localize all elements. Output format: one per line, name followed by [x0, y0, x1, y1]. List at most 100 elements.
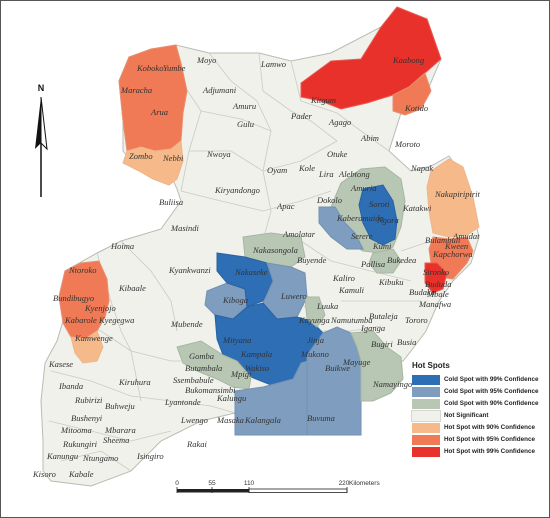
- district-label: Kiryandongo: [214, 185, 260, 195]
- district-label: Mayuge: [342, 357, 371, 367]
- district-label: Kyegegwa: [98, 315, 134, 325]
- district-label: Nakapiripirit: [434, 189, 481, 199]
- district-label: Koboko: [136, 63, 163, 73]
- district-label: Bukedea: [387, 255, 416, 265]
- district-label: Kamwenge: [74, 333, 113, 343]
- district-label: Rukungiri: [62, 439, 98, 449]
- scale-unit: Kilometers: [349, 480, 380, 487]
- district-label: Kasese: [48, 359, 73, 369]
- district-label: Kotido: [404, 103, 428, 113]
- coldspot-90-kayunga: [304, 296, 326, 328]
- district-label: Moroto: [394, 139, 420, 149]
- legend-swatch: [412, 435, 440, 445]
- district-label: Alebtong: [338, 169, 370, 179]
- district-label: Pallisa: [360, 259, 385, 269]
- north-arrow-icon: [35, 97, 41, 149]
- district-label: Adjumani: [202, 85, 237, 95]
- district-label: Zombo: [129, 151, 153, 161]
- district-label: Sironko: [423, 267, 449, 277]
- hotspot-99-sironko-bududa: [424, 262, 448, 294]
- district-label: Tororo: [405, 315, 428, 325]
- district-label: Arua: [150, 107, 168, 117]
- district-label: Soroti: [369, 199, 390, 209]
- district-label: Kalangala: [244, 415, 281, 425]
- district-label: Kampala: [240, 349, 272, 359]
- district-label: Kyankwanzi: [168, 265, 211, 275]
- district-label: Buliisa: [159, 197, 183, 207]
- legend-label: Not Significant: [444, 412, 489, 420]
- district-label: Rubirizi: [74, 395, 103, 405]
- district-label: Otuke: [327, 149, 348, 159]
- district-label: Kisoro: [32, 469, 56, 479]
- district-label: Dokolo: [316, 195, 342, 205]
- hotspot-90-zombo-nebbi: [122, 140, 184, 186]
- district-label: Kole: [298, 163, 315, 173]
- district-label: Kyenjojo: [84, 303, 116, 313]
- district-label: Kanungu: [46, 451, 78, 461]
- legend-label: Hot Spot with 90% Confidence: [444, 424, 535, 432]
- scale-tick-0: 0: [175, 480, 179, 487]
- hotspot-90-nakapiripirit: [426, 158, 480, 238]
- hotspot-95-west-nile: [118, 44, 188, 152]
- district-label: Serere: [351, 231, 373, 241]
- district-label: Mpigi: [230, 369, 252, 379]
- scale-tick-220: 220: [339, 480, 350, 487]
- coldspot-95-kaberamaido-serere: [318, 206, 364, 250]
- district-label: Pader: [290, 111, 312, 121]
- district-label: Kayunga: [298, 315, 330, 325]
- district-label: Bududa: [425, 279, 451, 289]
- district-label: Kumi: [372, 241, 392, 251]
- legend-label: Hot Spot with 95% Confidence: [444, 436, 535, 444]
- legend: Hot Spots Cold Spot with 99% Confidence C…: [411, 361, 546, 458]
- district-label: Rakai: [186, 439, 207, 449]
- district-label: Luuka: [316, 301, 338, 311]
- district-label: Hoima: [110, 241, 134, 251]
- district-labels: Koboko Yumbe Moyo Lamwo Kaabong Maracha Adjuma…: [32, 55, 481, 479]
- district-label: Bukomansimbi: [185, 385, 236, 395]
- district-label: Wakiso: [245, 363, 269, 373]
- district-label: Mityana: [222, 335, 251, 345]
- district-label: Namayingo: [372, 379, 412, 389]
- district-label: Kabarole: [64, 315, 97, 325]
- coldspot-95-kalangala: [234, 360, 308, 436]
- legend-swatch: [411, 410, 441, 422]
- hotspot-90-kamwenge: [70, 330, 104, 364]
- district-label: Nakasongola: [252, 245, 298, 255]
- coldspot-90-mayuge-namayingo: [350, 330, 404, 402]
- legend-swatch: [412, 423, 440, 433]
- legend-swatch: [412, 387, 440, 397]
- district-label: Kibaale: [118, 283, 146, 293]
- district-label: Kiruhura: [118, 377, 151, 387]
- district-label: Agago: [328, 117, 351, 127]
- district-label: Budaka: [409, 287, 435, 297]
- district-label: Lamwo: [260, 59, 286, 69]
- district-label: Amuria: [350, 183, 377, 193]
- district-label: Mukono: [300, 349, 329, 359]
- legend-label: Cold Spot with 90% Confidence: [444, 400, 539, 408]
- district-label: Mubende: [170, 319, 203, 329]
- district-label: Kabale: [68, 469, 94, 479]
- district-label: Mitooma: [60, 425, 92, 435]
- district-label: Jinja: [307, 335, 324, 345]
- district-label: Buhweju: [105, 401, 135, 411]
- scale-tick-55: 55: [208, 480, 216, 487]
- district-label: Napak: [410, 163, 433, 173]
- north-arrow: N: [35, 83, 48, 197]
- district-label: Masindi: [170, 223, 200, 233]
- legend-item: Cold Spot with 99% Confidence: [412, 374, 546, 386]
- district-label: Butambala: [185, 363, 222, 373]
- district-label: Nwoya: [206, 149, 231, 159]
- district-label: Ntungamo: [82, 453, 118, 463]
- legend-item: Hot Spot with 95% Confidence: [412, 434, 546, 446]
- district-label: Ssembabule: [173, 375, 214, 385]
- district-label: Mbarara: [104, 425, 136, 435]
- district-label: Amudat: [452, 231, 480, 241]
- district-label: Lwengo: [180, 415, 208, 425]
- district-label: Kapchorwa: [432, 249, 473, 259]
- district-label: Butaleja: [369, 311, 398, 321]
- district-label: Sheema: [103, 435, 129, 445]
- district-label: Ngora: [376, 215, 399, 225]
- district-label: Bundibugyo: [53, 293, 94, 303]
- legend-swatch: [412, 447, 440, 457]
